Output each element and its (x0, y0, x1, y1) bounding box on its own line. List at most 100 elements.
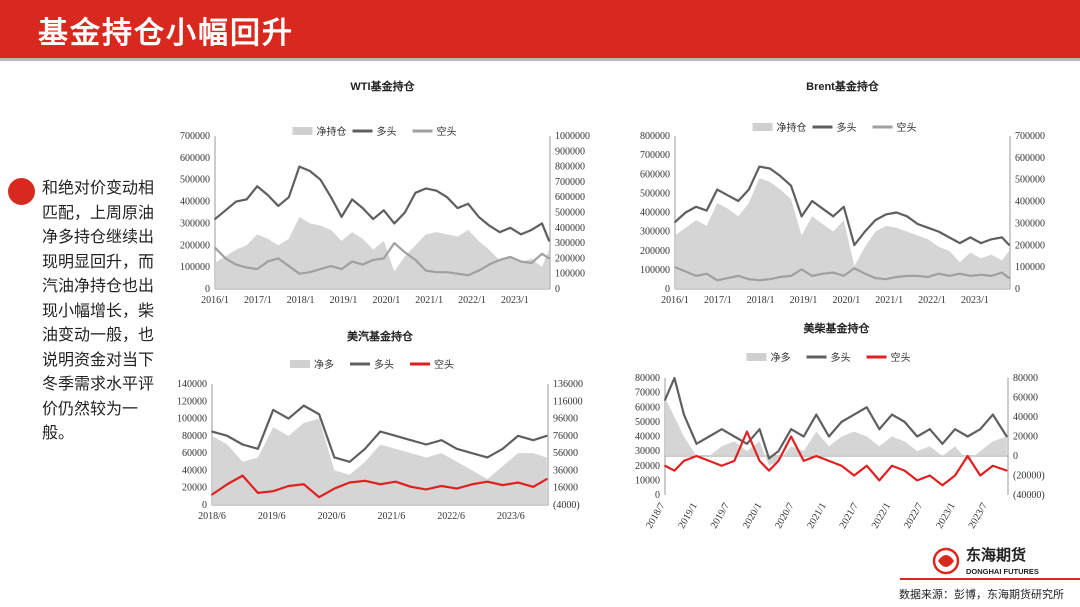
brent-ytick-right: 600000 (1015, 153, 1045, 164)
diesel-series-1-point (991, 413, 994, 416)
gasoline-series-2-point (318, 496, 321, 499)
gasoline-series-1-point (333, 456, 336, 459)
brent-series-2-point (811, 274, 814, 277)
wti-series-2-point (488, 263, 491, 266)
bullet-dot-icon (8, 178, 35, 205)
diesel-series-2-point (903, 469, 906, 472)
wti-series-1-point (382, 209, 385, 212)
wti-series-1-point (393, 222, 396, 225)
wti-series-1-point (330, 196, 332, 199)
diesel-series-2-point (758, 459, 761, 462)
gasoline-ytick-left: 80000 (182, 431, 207, 442)
gasoline-ytick-right: (4000) (553, 500, 580, 511)
gasoline-series-1-point (287, 417, 290, 420)
gasoline-series-2-point (272, 490, 275, 493)
wti-series-1-point (266, 194, 269, 196)
brent-ytick-left: 800000 (640, 131, 670, 142)
wti-series-2-point (298, 272, 301, 275)
diesel-series-1-point (891, 413, 893, 416)
brent-series-2-point (863, 272, 866, 275)
diesel-chart: 美柴基金持仓 净多 多头 空头 0 10000 20000 30000 40000 50000 60… (620, 318, 1070, 543)
brent-series-2-point (853, 267, 856, 270)
brent-series-2-point (990, 274, 993, 277)
diesel-series-2-point (941, 484, 944, 487)
wti-series-2-point (498, 259, 501, 261)
brent-series-2-point (800, 268, 803, 271)
gasoline-series-2-point (333, 487, 336, 490)
brent-series-1-point (779, 175, 782, 178)
wti-series-2-point (530, 262, 533, 264)
wti-series-2-point (467, 274, 470, 277)
wti-series-2-point (372, 259, 375, 261)
wti-ytick-left: 500000 (180, 175, 210, 186)
gasoline-series-2-point (517, 481, 519, 484)
brent-series-1-point (969, 236, 972, 239)
diesel-series-1-point (1005, 435, 1008, 438)
diesel-series-1-point (815, 413, 818, 416)
wti-series-1-point (446, 196, 448, 199)
brent-title: Brent基金持仓 (806, 79, 880, 93)
brent-series-1-point (948, 236, 951, 239)
brent-ytick-left: 300000 (640, 227, 670, 238)
gasoline-ytick-right: 96000 (553, 414, 578, 425)
wti-series-1-point (403, 211, 406, 214)
brent-xtick: 2016/1 (661, 295, 689, 306)
wti-series-1-line (214, 165, 551, 242)
diesel-series-2-point (720, 464, 723, 467)
wti-series-2-point (548, 257, 551, 260)
brent-ytick-right: 200000 (1015, 240, 1045, 251)
brent-ytick-left: 600000 (640, 169, 670, 180)
brent-ytick-left: 0 (665, 284, 670, 295)
brent-series-2-point (937, 272, 940, 275)
brent-series-1-point (695, 205, 697, 208)
brent-series-2-point (758, 279, 761, 282)
wti-series-2-point (330, 265, 332, 267)
brent-series-1-point (674, 221, 676, 223)
gasoline-ytick-left: 20000 (182, 483, 207, 494)
wti-series-1-point (256, 185, 259, 188)
gasoline-series-1-point (545, 434, 548, 437)
wti-series-1-point (467, 202, 470, 205)
diesel-series-1-point (708, 435, 711, 438)
wti-series-1-point (488, 224, 491, 227)
brent-ytick-left: 100000 (640, 265, 670, 276)
brent-series-2-point (821, 272, 824, 275)
diesel-xtick: 2020/7 (773, 501, 796, 531)
diesel-series-2-point (790, 435, 793, 438)
brent-series-1-point (895, 211, 898, 214)
brent-xtick: 2018/1 (747, 295, 775, 306)
wti-xtick: 2021/1 (415, 295, 443, 306)
diesel-series-1-point (903, 420, 906, 423)
brent-legend-label-1: 多头 (837, 121, 857, 134)
wti-series-1-point (224, 209, 227, 212)
data-source: 数据来源：彭博，东海期货研究所 (899, 588, 1064, 601)
gasoline-series-2-point (501, 484, 504, 487)
diesel-ytick-left: 10000 (635, 475, 660, 486)
brent-series-1-point (811, 200, 814, 202)
wti-series-2-point (235, 263, 237, 266)
diesel-ytick-left: 0 (655, 490, 660, 501)
diesel-series-2-point (865, 464, 868, 467)
wti-series-2-point (245, 266, 248, 269)
diesel-series-2-point (891, 464, 893, 467)
brent-series-1-point (790, 184, 792, 187)
brent-series-2-point (779, 276, 782, 278)
wti-series-2-point (351, 260, 354, 263)
diesel-series-1-point (733, 435, 736, 438)
brent-series-1-point (800, 215, 803, 218)
diesel-ytick-right: 80000 (1013, 373, 1038, 384)
wti-series-2-point (361, 263, 364, 266)
gasoline-legend-label-0: 净多 (314, 358, 334, 371)
gasoline-ytick-left: 100000 (177, 414, 207, 425)
wti-ytick-left: 600000 (180, 153, 210, 164)
diesel-ytick-right: 0 (1013, 451, 1018, 462)
gasoline-series-1-point (532, 439, 535, 442)
diesel-series-1-point (695, 442, 698, 445)
gasoline-series-1-point (272, 409, 275, 411)
diesel-series-2-point (683, 459, 685, 462)
wti-series-2-point (519, 260, 522, 263)
brent-series-2-point (916, 274, 919, 277)
diesel-series-2-point (916, 479, 919, 482)
gasoline-series-1-point (257, 447, 259, 450)
brent-series-2-point (674, 266, 676, 269)
